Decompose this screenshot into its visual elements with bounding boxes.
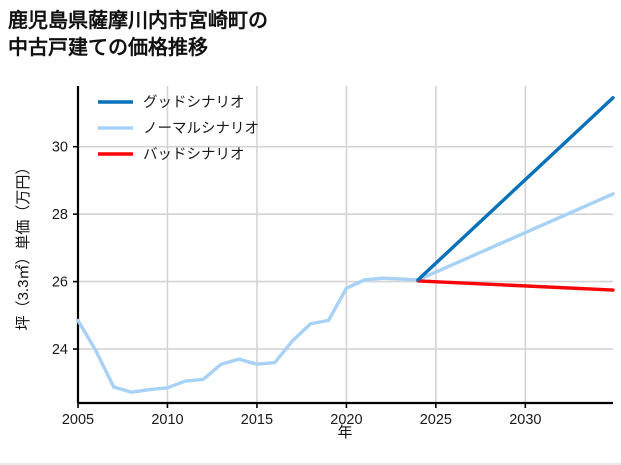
y-axis-tick-labels: 24 26 28 30 — [52, 140, 68, 358]
x-axis-title: 年 — [337, 424, 352, 441]
chart-title-line-1: 鹿児島県薩摩川内市宮崎町の — [8, 10, 268, 32]
bottom-divider — [0, 463, 621, 465]
series-line-good — [416, 96, 615, 282]
x-tick-label: 2005 — [62, 412, 94, 428]
legend-label-good: グッドシナリオ — [143, 94, 245, 111]
x-tick-label: 2025 — [420, 412, 452, 428]
axis-ticks — [73, 145, 527, 408]
chart-title-line-2: 中古戸建ての価格推移 — [8, 37, 208, 59]
y-tick-label: 28 — [52, 207, 68, 223]
legend-item-normal[interactable]: ノーマルシナリオ — [98, 121, 259, 137]
y-tick-label: 24 — [52, 342, 68, 358]
x-tick-label: 2010 — [151, 412, 183, 428]
chart-legend: グッドシナリオ ノーマルシナリオ バッドシナリオ — [98, 94, 259, 163]
y-tick-label: 26 — [52, 275, 68, 291]
series-line-normal — [76, 192, 615, 394]
x-tick-label: 2015 — [241, 412, 273, 428]
legend-label-bad: バッドシナリオ — [143, 147, 245, 163]
x-tick-label: 2030 — [509, 412, 541, 428]
chart-title: 鹿児島県薩摩川内市宮崎町の 中古戸建ての価格推移 — [8, 8, 448, 62]
y-axis-title: 坪（3.3㎡）単価（万円） — [15, 160, 32, 331]
legend-label-normal: ノーマルシナリオ — [143, 121, 259, 137]
legend-item-bad[interactable]: バッドシナリオ — [98, 147, 245, 163]
legend-item-good[interactable]: グッドシナリオ — [98, 94, 245, 111]
series-line-bad — [416, 279, 615, 292]
x-axis-tick-labels: 2005 2010 2015 2020 2025 2030 — [62, 412, 542, 428]
grid-lines — [78, 86, 613, 403]
y-tick-label: 30 — [52, 140, 68, 156]
x-tick-label: 2020 — [330, 412, 362, 428]
